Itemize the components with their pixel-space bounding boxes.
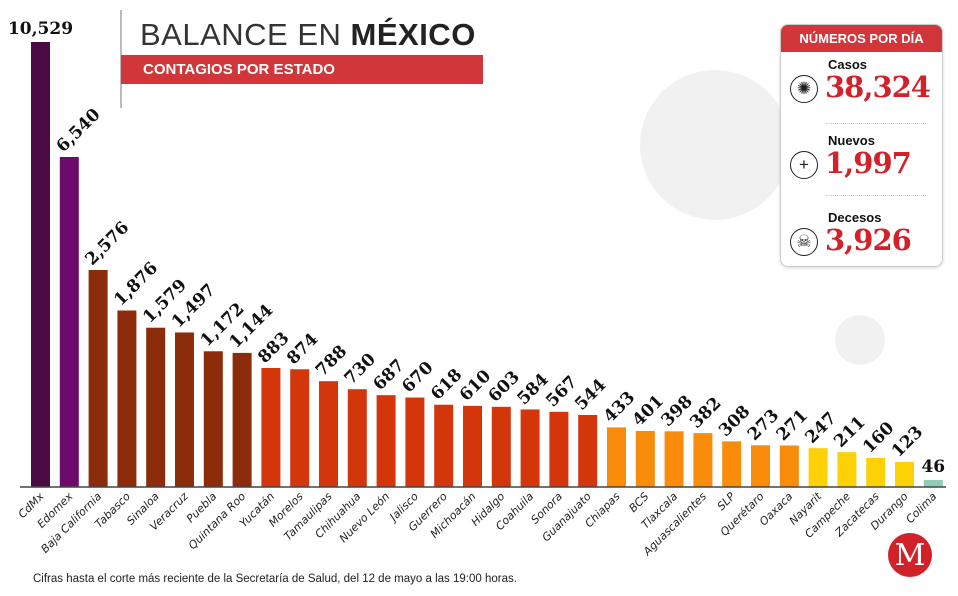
virus-icon: ✺ [790, 75, 818, 103]
bar-Guerrero [434, 404, 454, 487]
value-label: 46 [921, 457, 945, 477]
stat-cases: ✺ Casos 38,324 [781, 57, 942, 117]
value-label: 610 [456, 366, 495, 405]
bar-Nayarit [808, 448, 828, 487]
bar-Zacatecas [866, 457, 886, 487]
bar-Colima [923, 480, 943, 487]
stat-value: 1,997 [825, 146, 912, 180]
bar-Jalisco [405, 397, 425, 487]
bar-Nuevo León [376, 395, 396, 487]
page-title: BALANCE EN MÉXICO [140, 17, 476, 53]
bar-Puebla [203, 351, 223, 487]
title-light: BALANCE EN [140, 17, 351, 52]
bar-Morelos [290, 369, 310, 487]
bar-Michoacán [463, 405, 482, 487]
bar-Coahuila [520, 409, 540, 487]
title-bold: MÉXICO [350, 17, 476, 52]
category-label: BCS [626, 490, 651, 515]
bar-Edomex [59, 157, 79, 487]
bar-Durango [895, 462, 914, 487]
bar-SLP [722, 441, 742, 487]
stat-label: Decesos [828, 210, 882, 225]
virus-decoration [835, 315, 885, 365]
value-label: 10,529 [8, 19, 73, 39]
bar-Tlaxcala [664, 431, 684, 487]
category-label: SLP [715, 490, 738, 513]
milenio-logo: M [888, 533, 932, 577]
bar-Tabasco [117, 310, 137, 487]
bar-Tamaulipas [319, 381, 338, 487]
bar-Yucatán [261, 368, 281, 487]
category-label: Colima [903, 490, 939, 526]
value-label: 2,576 [81, 218, 133, 270]
subtitle-banner: CONTAGIOS POR ESTADO [121, 55, 483, 84]
bar-Campeche [837, 452, 857, 487]
bar-Aguascalientes [693, 433, 713, 487]
bar-CdMx [31, 42, 50, 487]
bar-Sinaloa [146, 327, 166, 487]
bar-Baja California [88, 270, 108, 487]
stat-value: 38,324 [825, 70, 931, 104]
skull-icon: ☠ [790, 228, 818, 256]
value-label: 6,540 [53, 105, 105, 157]
plus-icon: + [790, 151, 818, 179]
bar-Querétaro [751, 445, 770, 487]
divider [826, 123, 926, 124]
stat-new: + Nuevos 1,997 [781, 133, 942, 193]
bar-Hidalgo [491, 406, 511, 487]
stat-label: Nuevos [828, 133, 875, 148]
bar-Quintana Roo [232, 352, 252, 487]
stat-deaths: ☠ Decesos 3,926 [781, 210, 942, 266]
virus-decoration [640, 70, 790, 220]
bar-Guanajuato [578, 415, 598, 487]
bar-Sonora [549, 411, 569, 487]
panel-title: NÚMEROS POR DÍA [781, 25, 942, 52]
bar-Chiapas [607, 427, 626, 487]
daily-numbers-panel: NÚMEROS POR DÍA ✺ Casos 38,324 + Nuevos … [780, 24, 943, 267]
divider [826, 195, 926, 196]
footnote: Cifras hasta el corte más reciente de la… [33, 573, 517, 585]
bar-Chihuahua [347, 389, 367, 487]
stat-value: 3,926 [825, 223, 912, 257]
value-label: 398 [657, 392, 696, 431]
bar-Veracruz [175, 332, 194, 487]
value-label: 883 [254, 328, 293, 367]
bar-BCS [635, 430, 655, 487]
bar-Oaxaca [779, 445, 799, 487]
stat-label: Casos [828, 57, 868, 72]
